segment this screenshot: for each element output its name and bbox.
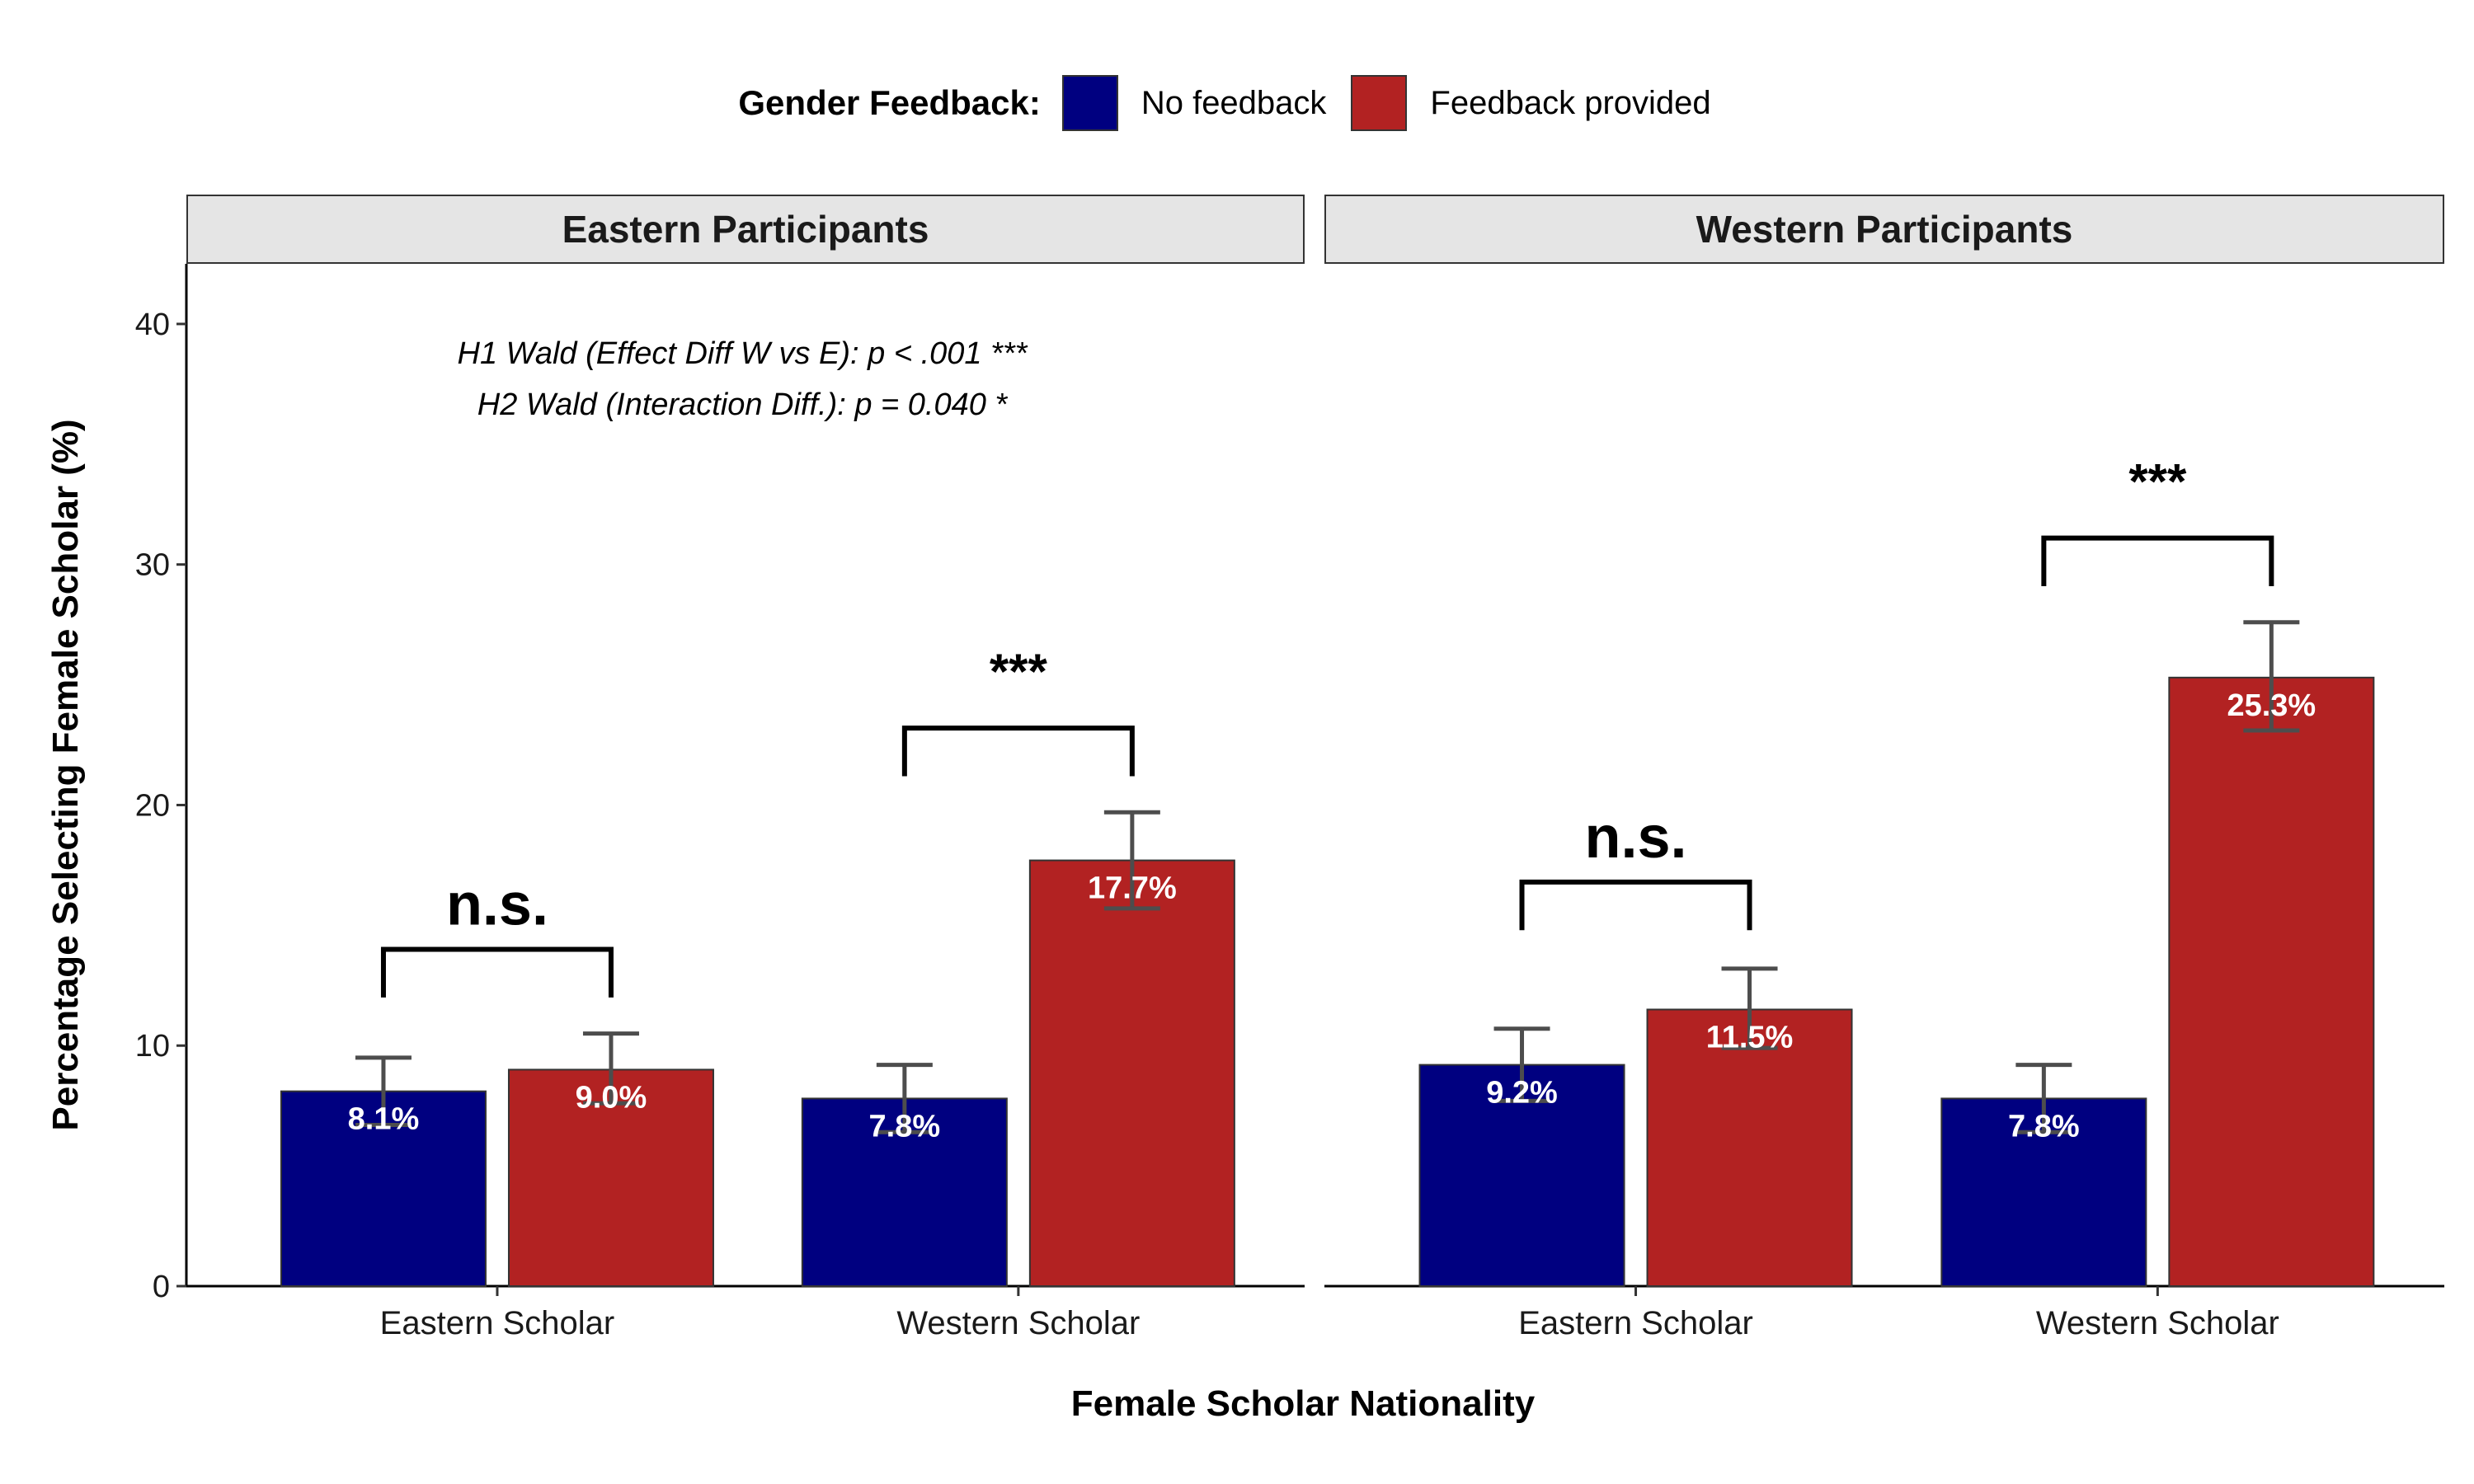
data-label: 25.3%: [2227, 688, 2316, 723]
legend-label-no-feedback: No feedback: [1141, 84, 1327, 121]
significance-bracket: [380, 946, 614, 998]
x-axis-title: Female Scholar Nationality: [1070, 1383, 1536, 1424]
data-label: 8.1%: [348, 1102, 420, 1137]
x-tick-label: Western Scholar: [2036, 1305, 2279, 1341]
significance-bracket: [2041, 535, 2274, 586]
significance-label: n.s.: [1585, 805, 1687, 871]
significance-label: ***: [2128, 454, 2187, 510]
legend-swatch-no-feedback: [1061, 75, 1118, 131]
annotation-h1: H1 Wald (Effect Diff W vs E): p < .001 *…: [457, 336, 1028, 371]
y-tick-label: 20: [135, 788, 170, 823]
panel-strip-eastern: Eastern Participants: [186, 195, 1305, 264]
x-tick-label: Eastern Scholar: [380, 1305, 615, 1341]
y-tick-label: 30: [135, 548, 170, 583]
bar: [1028, 859, 1235, 1287]
bar: [507, 1068, 714, 1287]
data-label: 17.7%: [1088, 871, 1177, 906]
x-tick-label: Western Scholar: [896, 1305, 1140, 1341]
annotation-h2: H2 Wald (Interaction Diff.): p = 0.040 *: [477, 387, 1008, 422]
panel-strip-western: Western Participants: [1324, 195, 2444, 264]
legend: Gender Feedback: No feedback Feedback pr…: [0, 70, 2474, 136]
legend-swatch-feedback-provided: [1351, 75, 1408, 131]
y-tick-label: 0: [153, 1270, 170, 1304]
significance-label: n.s.: [446, 872, 548, 938]
data-label: 7.8%: [869, 1109, 941, 1144]
bar: [1646, 1008, 1853, 1287]
y-tick-label: 10: [135, 1029, 170, 1064]
x-tick-label: Eastern Scholar: [1518, 1305, 1753, 1341]
legend-title: Gender Feedback:: [738, 83, 1041, 122]
data-label: 11.5%: [1706, 1020, 1794, 1054]
legend-key-no-feedback: No feedback: [1061, 75, 1327, 131]
significance-bracket: [1519, 879, 1752, 931]
significance-bracket: [901, 726, 1135, 777]
data-label: 9.2%: [1486, 1076, 1558, 1111]
y-tick-label: 40: [135, 308, 170, 342]
data-label: 9.0%: [576, 1080, 647, 1115]
bar: [2168, 676, 2375, 1287]
significance-label: ***: [990, 644, 1048, 699]
legend-key-feedback-provided: Feedback provided: [1351, 75, 1711, 131]
data-label: 7.8%: [2008, 1109, 2080, 1144]
legend-label-feedback-provided: Feedback provided: [1430, 84, 1711, 121]
